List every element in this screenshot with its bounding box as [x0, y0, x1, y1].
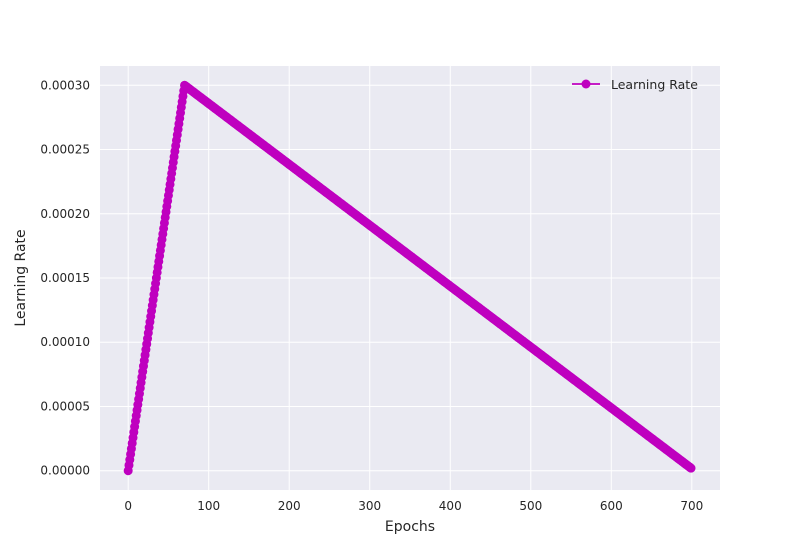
- x-tick-label: 400: [439, 499, 462, 513]
- y-tick-label: 0.00010: [40, 335, 90, 349]
- y-axis-ticks: 0.00000 0.00005 0.00010 0.00015 0.00020 0.000…: [40, 78, 90, 477]
- x-tick-label: 200: [278, 499, 301, 513]
- y-tick-label: 0.00000: [40, 464, 90, 478]
- y-axis-label: Learning Rate: [13, 229, 29, 326]
- series-layer: [123, 80, 696, 476]
- legend-point-marker: [581, 79, 591, 89]
- x-tick-label: 300: [358, 499, 381, 513]
- data-point: [686, 463, 696, 473]
- x-axis-ticks: 0 100 200 300 400 500 600 700: [124, 499, 703, 513]
- x-tick-label: 100: [197, 499, 220, 513]
- x-tick-label: 600: [600, 499, 623, 513]
- x-axis-label: Epochs: [385, 519, 435, 535]
- x-tick-label: 700: [680, 499, 703, 513]
- y-tick-label: 0.00030: [40, 78, 90, 92]
- y-tick-label: 0.00020: [40, 207, 90, 221]
- y-tick-label: 0.00005: [40, 399, 90, 413]
- legend: Learning Rate: [572, 77, 698, 92]
- legend-label: Learning Rate: [611, 77, 698, 92]
- x-tick-label: 0: [124, 499, 132, 513]
- x-tick-label: 500: [519, 499, 542, 513]
- y-tick-label: 0.00025: [40, 143, 90, 157]
- y-tick-label: 0.00015: [40, 271, 90, 285]
